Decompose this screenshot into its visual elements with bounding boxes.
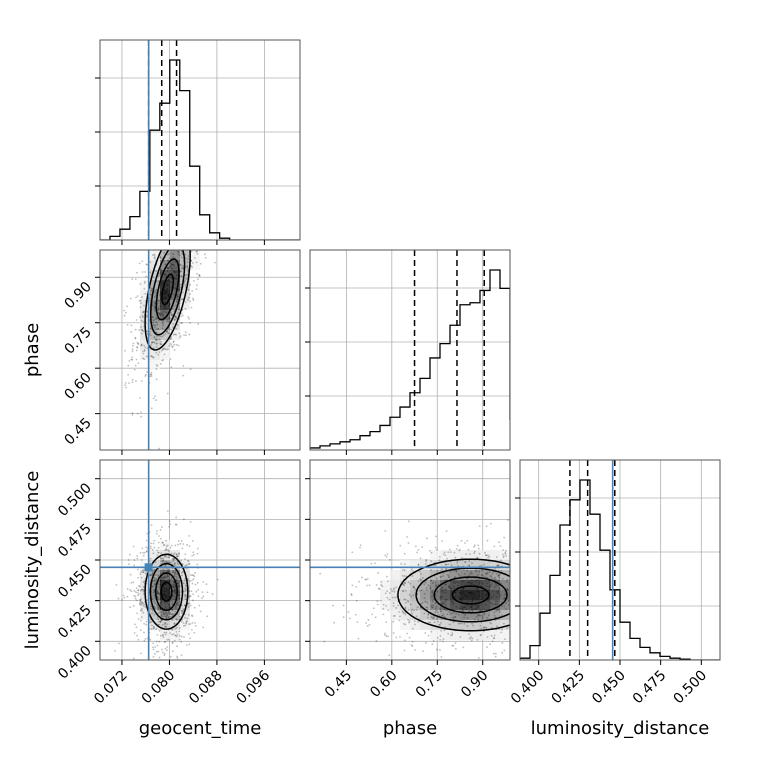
x-axis-label-geocent-time: geocent_time xyxy=(139,718,262,739)
density-panel-phase-luminosity-distance xyxy=(310,460,510,660)
histogram-geocent-time xyxy=(100,59,300,240)
x-axis-label-phase: phase xyxy=(383,718,437,739)
x-tick-label: 0.080 xyxy=(139,668,179,708)
contour-phase-luminosity-distance-0 xyxy=(451,585,490,605)
contour-phase-luminosity-distance-1 xyxy=(433,576,508,614)
y-tick-label: 0.45 xyxy=(61,415,94,448)
panel-frames xyxy=(99,39,721,661)
y-tick-label: 0.60 xyxy=(61,370,94,403)
contour-geocent-time-luminosity-distance-1 xyxy=(155,572,178,612)
hist-panel-phase xyxy=(310,250,510,450)
x-tick-label: 0.500 xyxy=(670,668,710,708)
y-tick-label: 0.75 xyxy=(61,324,94,357)
x-tick-label: 0.096 xyxy=(234,667,274,707)
hist-panel-luminosity-distance xyxy=(520,460,720,660)
x-tick-label: 0.45 xyxy=(322,668,355,701)
y-axis-label-phase: phase xyxy=(22,323,43,377)
y-tick-label: 0.400 xyxy=(55,643,95,683)
contour-phase-luminosity-distance-2 xyxy=(415,567,510,623)
histogram-phase xyxy=(310,269,510,450)
x-tick-label: 0.75 xyxy=(413,668,446,701)
y-tick-label: 0.90 xyxy=(61,279,94,312)
x-axis-label-luminosity-distance: luminosity_distance xyxy=(531,718,710,739)
y-axis-label-luminosity-distance: luminosity_distance xyxy=(22,471,43,650)
contour-phase-luminosity-distance-3 xyxy=(397,558,510,632)
hist-panel-geocent-time xyxy=(100,40,300,240)
contour-geocent-time-phase-3 xyxy=(144,250,191,351)
x-tick-label: 0.90 xyxy=(458,668,491,701)
contour-geocent-time-phase-2 xyxy=(149,250,186,336)
x-tick-label: 0.072 xyxy=(91,668,131,708)
x-tick-label: 0.400 xyxy=(508,668,548,708)
y-tick-label: 0.475 xyxy=(55,521,95,561)
x-tick-label: 0.088 xyxy=(186,668,226,708)
y-tick-label: 0.450 xyxy=(55,562,95,602)
x-tick-label: 0.425 xyxy=(549,668,589,708)
histogram-luminosity-distance xyxy=(520,479,720,660)
y-tick-label: 0.500 xyxy=(55,480,95,520)
x-tick-label: 0.450 xyxy=(589,668,629,708)
contour-geocent-time-luminosity-distance-3 xyxy=(144,553,189,630)
contour-geocent-time-phase-1 xyxy=(155,258,180,321)
density-panel-geocent-time-luminosity-distance xyxy=(100,460,300,660)
y-tick-label: 0.425 xyxy=(55,602,95,642)
contour-geocent-time-luminosity-distance-0 xyxy=(160,581,173,602)
contour-geocent-time-phase-0 xyxy=(161,273,175,306)
density-panel-geocent-time-phase xyxy=(100,250,300,450)
x-tick-label: 0.475 xyxy=(630,668,670,708)
x-tick-label: 0.60 xyxy=(367,668,400,701)
